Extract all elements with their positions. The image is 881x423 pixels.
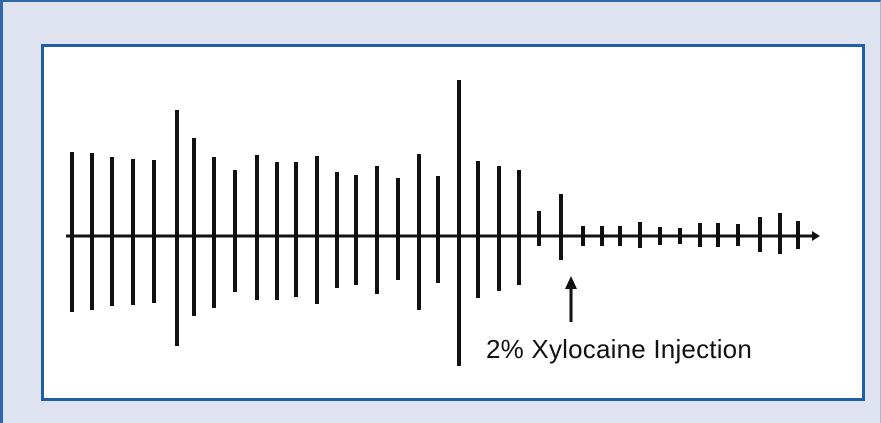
injection-marker [565,276,577,322]
injection-label: 2% Xylocaine Injection [486,334,752,364]
injection-arrow-head [565,276,577,289]
response-spikes [70,80,800,366]
baseline-arrowhead [812,231,820,241]
